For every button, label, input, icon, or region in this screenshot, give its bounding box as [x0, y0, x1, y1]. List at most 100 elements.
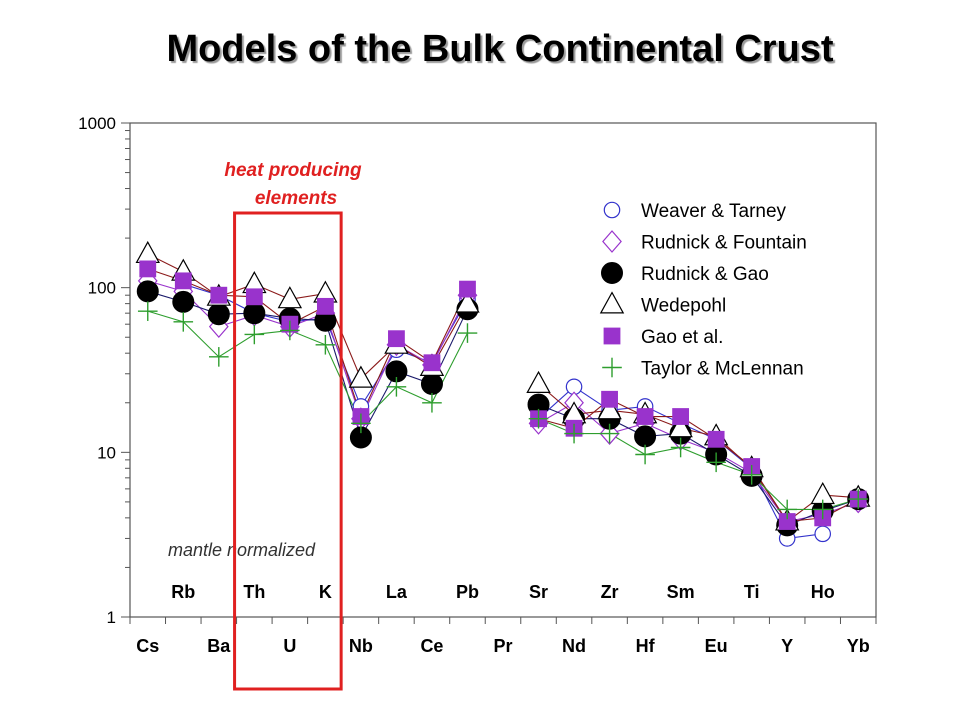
legend: Weaver & Tarney Rudnick & Fountain Rudnick…	[599, 201, 807, 380]
legend-marker-taylor-mclennan	[602, 357, 622, 378]
point-wedepohl	[348, 365, 374, 388]
legend-label-rudnick-gao: Rudnick & Gao	[641, 264, 769, 285]
legend-marker-rudnick-gao	[601, 262, 623, 284]
x-tick-label-top: La	[386, 582, 408, 602]
x-tick-label-bottom: U	[283, 636, 296, 656]
point-rudnick-gao	[207, 303, 230, 326]
chart-title: Models of the Bulk Continental Crust	[166, 28, 834, 70]
point-taylor-mclennan	[457, 323, 478, 343]
plot-border	[129, 122, 877, 618]
point-taylor-mclennan	[351, 413, 371, 434]
plot-frame	[129, 122, 877, 618]
point-wedepohl	[668, 415, 693, 438]
point-rudnick-gao	[243, 302, 266, 325]
heat-elements-label: elements	[255, 188, 337, 209]
legend-label-rudnick-fountain: Rudnick & Fountain	[641, 233, 807, 254]
series-lines	[147, 253, 859, 540]
y-tick-label: 10	[97, 443, 116, 462]
point-taylor-mclennan	[315, 334, 336, 355]
point-taylor-mclennan	[244, 324, 265, 345]
point-taylor-mclennan	[564, 423, 584, 444]
point-gao-et-al	[423, 354, 441, 372]
x-tick-label-bottom: Nd	[562, 636, 586, 656]
point-taylor-mclennan	[706, 452, 726, 473]
point-wedepohl	[597, 397, 622, 420]
mantle-normalized-label: mantle normalized	[168, 540, 316, 560]
point-taylor-mclennan	[741, 465, 762, 485]
x-tick-label-top: Zr	[601, 582, 619, 602]
point-taylor-mclennan	[848, 489, 869, 509]
point-gao-et-al	[388, 330, 405, 348]
legend-marker-rudnick-fountain	[602, 230, 622, 253]
point-taylor-mclennan	[280, 320, 300, 341]
x-tick-label-bottom: Pr	[493, 636, 512, 656]
point-taylor-mclennan	[599, 423, 620, 444]
annotations: heat producing elements mantle normalize…	[168, 160, 362, 691]
x-axis: Cs Ba U Nb Ce Pr Nd Hf Eu Y Yb Rb Th K La Pb Sr Zr Sm Ti Ho	[129, 582, 877, 656]
y-axis: 1 10 100 1000	[78, 114, 130, 627]
x-tick-label-top: K	[319, 582, 332, 602]
x-tick-label-top: Sm	[667, 582, 695, 602]
point-rudnick-gao	[136, 280, 159, 303]
series-line-gao-et-al	[147, 268, 468, 419]
heat-producing-box	[233, 211, 343, 691]
series-markers	[135, 240, 871, 547]
point-gao-et-al	[245, 288, 263, 306]
point-taylor-mclennan	[670, 437, 691, 458]
x-tick-label-bottom: Hf	[636, 636, 656, 656]
legend-label-weaver-tarney: Weaver & Tarney	[641, 201, 787, 222]
x-tick-label-bottom: Y	[781, 636, 793, 656]
point-taylor-mclennan	[386, 377, 407, 397]
legend-label-gao-et-al: Gao et al.	[641, 327, 723, 348]
point-taylor-mclennan	[173, 312, 194, 332]
point-taylor-mclennan	[209, 347, 229, 367]
point-rudnick-gao	[634, 425, 657, 448]
legend-marker-wedepohl	[599, 291, 625, 314]
x-tick-label-top: Ho	[811, 582, 835, 602]
x-tick-label-bottom: Yb	[847, 636, 870, 656]
point-taylor-mclennan	[812, 499, 833, 520]
x-tick-label-bottom: Ce	[420, 636, 443, 656]
series-line-taylor-mclennan	[147, 310, 468, 425]
x-tick-label-top: Th	[243, 582, 265, 602]
point-wedepohl	[455, 290, 480, 313]
point-wedepohl	[526, 370, 551, 394]
point-gao-et-al	[707, 430, 725, 448]
series-line-rudnick-fountain	[147, 280, 468, 421]
series-line-rudnick-gao	[147, 290, 468, 439]
point-gao-et-al	[601, 390, 618, 408]
series-line-gao-et-al	[538, 398, 859, 523]
x-tick-label-bottom: Eu	[705, 636, 728, 656]
heat-producing-label: heat producing	[224, 160, 362, 181]
point-taylor-mclennan	[635, 444, 655, 465]
x-tick-label-top: Pb	[456, 582, 479, 602]
point-gao-et-al	[672, 408, 690, 425]
point-gao-et-al	[636, 408, 654, 425]
legend-label-wedepohl: Wedepohl	[641, 296, 726, 317]
point-gao-et-al	[459, 280, 476, 298]
point-taylor-mclennan	[777, 499, 797, 520]
x-tick-label-bottom: Nb	[349, 636, 373, 656]
point-rudnick-gao	[420, 373, 443, 396]
x-tick-label-bottom: Cs	[136, 636, 159, 656]
point-rudnick-gao	[172, 290, 195, 313]
point-gao-et-al	[174, 272, 192, 290]
y-tick-label: 1	[107, 608, 116, 627]
point-gao-et-al	[139, 260, 157, 278]
point-taylor-mclennan	[422, 392, 442, 413]
series-line-rudnick-gao	[538, 404, 859, 527]
legend-marker-gao-et-al	[603, 327, 621, 345]
legend-marker-weaver-tarney	[603, 201, 621, 219]
point-gao-et-al	[778, 513, 796, 530]
x-tick-label-bottom: Ba	[207, 636, 231, 656]
y-tick-label: 1000	[78, 114, 116, 133]
y-tick-label: 100	[88, 279, 116, 298]
x-tick-label-top: Ti	[744, 582, 760, 602]
point-wedepohl	[135, 240, 160, 264]
point-taylor-mclennan	[528, 408, 549, 429]
point-wedepohl	[277, 286, 303, 309]
legend-label-taylor-mclennan: Taylor & McLennan	[641, 359, 804, 380]
point-gao-et-al	[316, 297, 334, 315]
series-line-taylor-mclennan	[538, 418, 859, 510]
